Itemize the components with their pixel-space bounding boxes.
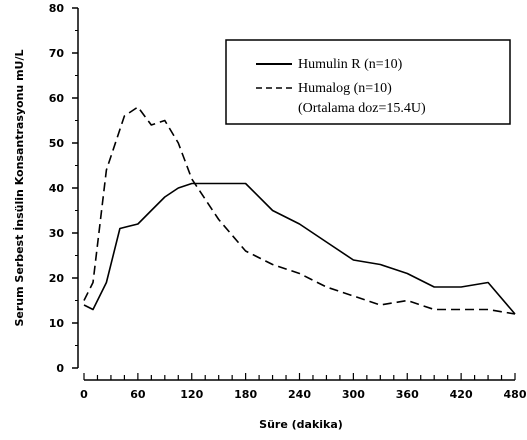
y-tick-label: 50: [49, 137, 65, 150]
x-tick-label: 60: [130, 388, 146, 401]
y-axis-title: Serum Serbest İnsülin Konsantrasyonu mU/…: [12, 49, 26, 326]
legend-note: (Ortalama doz=15.4U): [298, 101, 426, 116]
x-tick-label: 360: [396, 388, 419, 401]
legend-label-humulin: Humulin R (n=10): [298, 57, 403, 72]
y-tick-label: 20: [49, 272, 65, 285]
legend-box: [225, 39, 511, 125]
y-tick-label: 10: [49, 317, 65, 330]
x-tick-label: 240: [288, 388, 311, 401]
y-tick-label: 40: [49, 182, 65, 195]
series-line-humulin: [83, 182, 516, 315]
y-tick-label: 70: [49, 47, 65, 60]
x-tick-label: 0: [80, 388, 88, 401]
x-tick-label: 480: [504, 388, 527, 401]
series-layer: [83, 106, 516, 315]
legend: Humulin R (n=10) Humalog (n=10) (Ortalam…: [225, 39, 511, 125]
x-tick-label: 120: [180, 388, 203, 401]
x-tick-label: 420: [450, 388, 473, 401]
axes: 0 10 20 30 40 50 60 70 80 0 60 120 180 240 300 360 420 48…: [49, 2, 527, 401]
y-tick-label: 30: [49, 227, 65, 240]
series-line-humalog: [83, 106, 516, 315]
x-axis-title: Süre (dakika): [259, 418, 343, 431]
y-tick-label: 0: [56, 362, 64, 375]
legend-label-humalog: Humalog (n=10): [298, 81, 392, 96]
x-tick-label: 300: [342, 388, 365, 401]
x-tick-label: 180: [234, 388, 257, 401]
y-tick-label: 80: [49, 2, 65, 15]
y-tick-label: 60: [49, 92, 65, 105]
